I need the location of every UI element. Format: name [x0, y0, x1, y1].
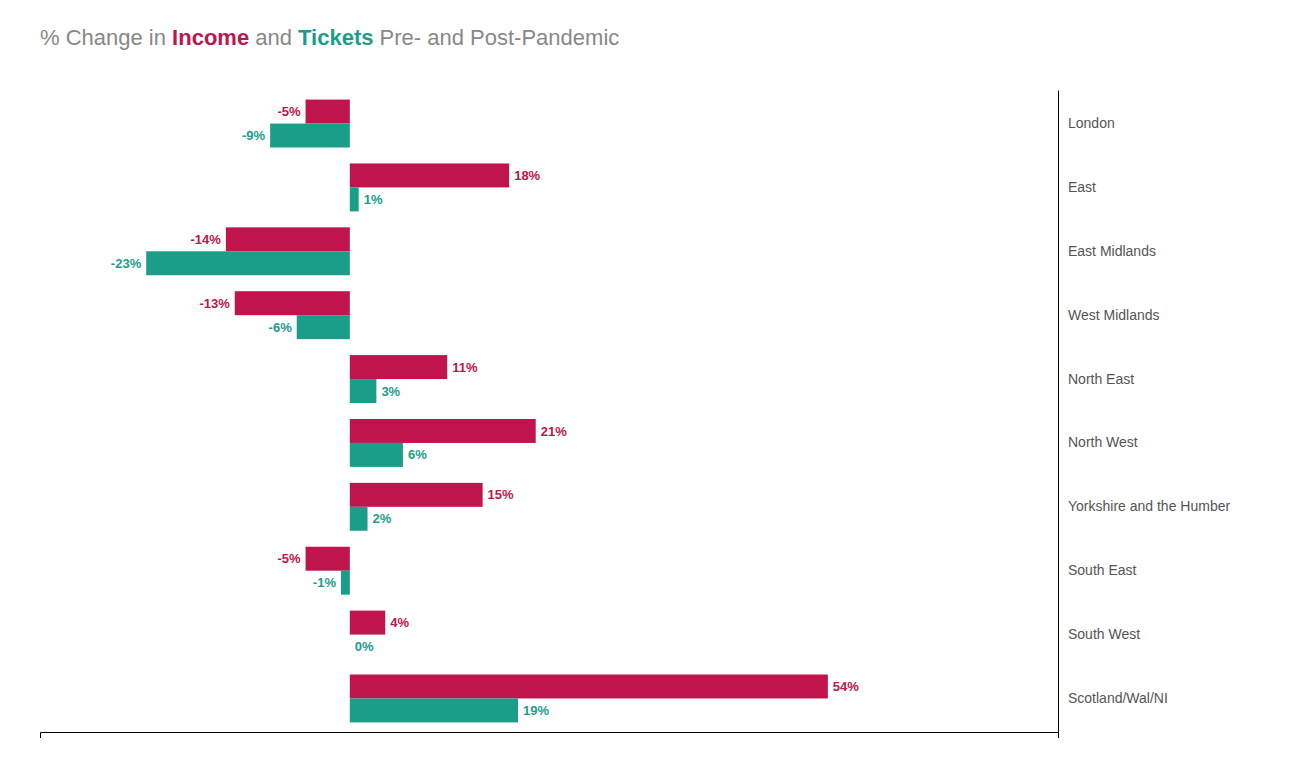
- bar: [226, 227, 350, 251]
- bar: [350, 611, 385, 635]
- category-tick: North West: [1058, 434, 1138, 450]
- category-label: London: [1068, 115, 1115, 131]
- data-label: -1%: [313, 575, 337, 590]
- category-label: Scotland/Wal/NI: [1068, 690, 1168, 706]
- data-label: -5%: [277, 551, 301, 566]
- plot-area: -5% 18% -14% -13% 11% 21% 15% -5% 4% 54% -9% 1% -23%…: [41, 91, 1231, 739]
- data-label: 54%: [833, 679, 859, 694]
- bar: [350, 507, 368, 531]
- data-label: 2%: [373, 511, 392, 526]
- bars: [146, 100, 828, 723]
- category-tick: Scotland/Wal/NI: [1058, 690, 1168, 706]
- title-part: % Change in: [40, 25, 172, 50]
- data-label: 18%: [514, 168, 540, 183]
- data-label: -6%: [269, 320, 293, 335]
- category-label: North East: [1068, 371, 1134, 387]
- category-label: Yorkshire and the Humber: [1068, 498, 1230, 514]
- category-label: North West: [1068, 434, 1138, 450]
- data-label: 6%: [408, 447, 427, 462]
- data-label: -5%: [277, 104, 301, 119]
- category-label: South West: [1068, 626, 1140, 642]
- bar: [235, 291, 350, 315]
- data-label: 19%: [523, 703, 549, 718]
- bar: [306, 547, 350, 571]
- title-part: Pre- and Post-Pandemic: [373, 25, 619, 50]
- data-label: -23%: [111, 256, 142, 271]
- category-tick: West Midlands: [1058, 307, 1160, 323]
- bar: [350, 379, 377, 403]
- category-tick: Yorkshire and the Humber: [1058, 498, 1230, 514]
- category-label: South East: [1068, 562, 1137, 578]
- data-label: 15%: [488, 487, 514, 502]
- category-label: West Midlands: [1068, 307, 1160, 323]
- data-label: -14%: [191, 232, 222, 247]
- bar: [146, 251, 350, 275]
- bar: [350, 483, 483, 507]
- category-tick: London: [1058, 115, 1115, 131]
- category-tick: East Midlands: [1058, 243, 1156, 259]
- data-label: 4%: [390, 615, 409, 630]
- category-axis-line: [1058, 91, 1059, 733]
- data-label: 11%: [452, 360, 478, 375]
- data-labels: -5% 18% -14% -13% 11% 21% 15% -5% 4% 54% -9% 1% -23%…: [111, 104, 859, 718]
- title-part: Income: [172, 25, 249, 50]
- category-tick: North East: [1058, 371, 1134, 387]
- data-label: 0%: [355, 639, 374, 654]
- bar: [270, 124, 350, 148]
- bar: [350, 443, 403, 467]
- data-label: 21%: [541, 424, 567, 439]
- category-tick: South East: [1058, 562, 1137, 578]
- bar: [350, 187, 359, 211]
- title-part: and: [249, 25, 298, 50]
- data-label: 1%: [364, 192, 383, 207]
- category-axis: London East East Midlands West Midlands Nort…: [1058, 91, 1230, 733]
- bar: [350, 675, 828, 699]
- title: % Change in Income and Tickets Pre- and …: [40, 25, 619, 50]
- x-axis-line: [41, 733, 1059, 739]
- bar: [349, 635, 350, 659]
- bar: [297, 315, 350, 339]
- x-axis: [41, 733, 1059, 739]
- title-part: Tickets: [298, 25, 373, 50]
- bar: [341, 571, 350, 595]
- bar: [306, 100, 350, 124]
- data-label: -13%: [199, 296, 230, 311]
- data-label: -9%: [242, 128, 266, 143]
- category-tick: South West: [1058, 626, 1140, 642]
- category-label: East Midlands: [1068, 243, 1156, 259]
- data-label: 3%: [381, 384, 400, 399]
- chart: -5% 18% -14% -13% 11% 21% 15% -5% 4% 54% -9% 1% -23%…: [0, 0, 1308, 772]
- bar: [350, 163, 509, 187]
- category-label: East: [1068, 179, 1096, 195]
- bar: [350, 419, 536, 443]
- category-tick: East: [1058, 179, 1096, 195]
- bar: [350, 355, 447, 379]
- bar: [350, 698, 518, 722]
